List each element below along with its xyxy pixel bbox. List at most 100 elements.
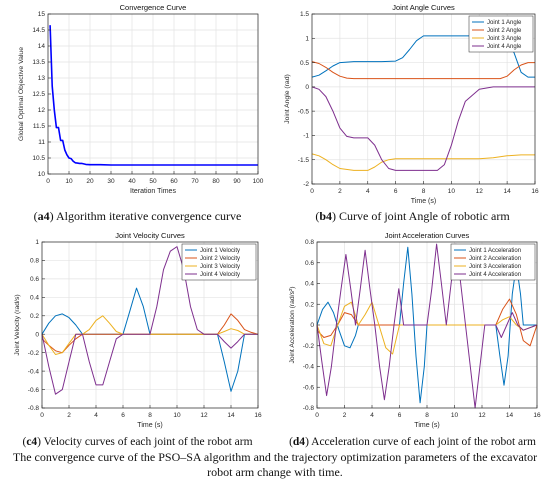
y-tick-label: 13.5: [32, 59, 45, 66]
x-axis-label: Time (s): [137, 422, 162, 429]
legend: Joint 1 Angle Joint 2 Angle Joint 3 Angle J…: [468, 15, 534, 53]
x-tick-label: 12: [478, 412, 486, 419]
x-tick-label: 2: [67, 412, 71, 419]
x-tick-label: 14: [504, 188, 512, 195]
x-tick-label: 40: [128, 178, 136, 185]
y-tick-label: -0.2: [28, 350, 40, 357]
x-tick-label: 90: [233, 178, 241, 185]
y-tick-label: 1: [35, 239, 39, 246]
x-tick-label: 20: [86, 178, 94, 185]
y-tick-label: 14: [38, 43, 46, 50]
x-tick-label: 8: [425, 412, 429, 419]
x-tick-label: 4: [366, 188, 370, 195]
caption-a4-label: a4: [37, 209, 50, 223]
caption-c4: (c4) Velocity curves of each joint of th…: [22, 436, 253, 448]
y-tick-label: 11: [38, 139, 45, 146]
legend-entry: Joint 4 Velocity: [200, 272, 240, 278]
x-tick-label: 10: [448, 188, 456, 195]
caption-c4-label: c4: [26, 436, 38, 448]
series-line-3: [316, 301, 538, 355]
chart-title: Joint Angle Curves: [392, 3, 455, 12]
chart-title: Joint Acceleration Curves: [385, 231, 470, 240]
x-tick-label: 4: [370, 412, 374, 419]
x-tick-label: 80: [212, 178, 220, 185]
caption-d4-text: Acceleration curve of each joint of the …: [308, 436, 536, 448]
legend-entry: Joint 1 Velocity: [200, 248, 240, 254]
y-tick-label: 10: [38, 171, 46, 178]
y-tick-label: -1.5: [298, 157, 310, 164]
figure-caption: The convergence curve of the PSO–SA algo…: [0, 450, 550, 480]
y-tick-label: -0.8: [28, 405, 40, 412]
y-axis-label: Joint Angle (rad): [284, 74, 291, 124]
legend: Joint 1 Velocity Joint 2 Velocity Joint 3 …: [181, 243, 257, 281]
x-tick-label: 12: [476, 188, 484, 195]
y-tick-label: 0.8: [30, 258, 39, 265]
caption-d4-label: d4: [292, 436, 306, 448]
y-axis-label: Joint Acceleration (rad/s²): [289, 286, 296, 363]
figure-caption-line1: The convergence curve of the PSO–SA algo…: [12, 450, 538, 464]
legend: Joint 1 Acceleration Joint 2 Acceleration…: [450, 243, 536, 281]
y-tick-label: 0.6: [30, 276, 39, 283]
y-tick-label: 0.4: [30, 295, 39, 302]
legend-entry: Joint 1 Angle: [487, 20, 522, 26]
y-tick-label: 0.4: [305, 281, 314, 288]
chart-panel-b4: 0 2 4 6 8 10 12 14 16 -2 -1.5 -1 -0.5 0 0.5 1 1.5 Joint A…: [275, 0, 550, 208]
x-tick-label: 10: [173, 412, 181, 419]
caption-b4: (b4) Curve of joint Angle of robotic arm: [315, 209, 510, 223]
x-tick-label: 100: [253, 178, 264, 185]
y-tick-label: 15: [38, 11, 46, 18]
x-axis-label: Time (s): [411, 198, 436, 205]
caption-a4-text: Algorithm iterative convergence curve: [53, 209, 242, 223]
chart-a4: 0 10 20 30 40 50 60 70 80 90 1001010.51111.51212.5…: [18, 3, 264, 195]
chart-c4: 0 2 4 6 8 10 12 14 16 -0.8 -0.6 -0.4 -0.2 0 0.2 0.4 0.6 0…: [14, 231, 262, 429]
x-axis-label: Iteration Times: [130, 188, 176, 195]
series-line-2: [311, 61, 535, 80]
y-tick-label: 0.2: [30, 313, 39, 320]
x-tick-label: 0: [315, 412, 319, 419]
x-tick-label: 16: [533, 412, 541, 419]
x-tick-label: 0: [46, 178, 50, 185]
x-tick-label: 50: [149, 178, 157, 185]
chart-b4: 0 2 4 6 8 10 12 14 16 -2 -1.5 -1 -0.5 0 0.5 1 1.5 Joint A…: [284, 3, 539, 205]
y-axis-label: Global Optimal Objective Value: [18, 47, 25, 141]
legend-entry: Joint 3 Acceleration: [469, 264, 521, 270]
series-line-1: [41, 287, 258, 392]
chart-panel-c4: 0 2 4 6 8 10 12 14 16 -0.8 -0.6 -0.4 -0.2 0 0.2 0.4 0.6 0…: [0, 228, 275, 436]
y-tick-label: 0: [310, 322, 314, 329]
y-tick-label: 1.5: [300, 11, 309, 18]
x-tick-label: 14: [506, 412, 514, 419]
y-tick-label: 14.5: [32, 27, 45, 34]
y-tick-label: -0.5: [298, 108, 310, 115]
legend-entry: Joint 2 Velocity: [200, 256, 240, 262]
x-tick-label: 12: [200, 412, 208, 419]
y-tick-label: 0.6: [305, 260, 314, 267]
y-tick-label: 11.5: [33, 123, 46, 130]
caption-a4: (a4) Algorithm iterative convergence cur…: [33, 209, 242, 223]
caption-b4-label: b4: [319, 209, 333, 223]
chart-d4: 0 2 4 6 8 10 12 14 16 -0.8 -0.6 -0.4 -0.2 0 0.2 0.4 0.6 0…: [289, 231, 541, 429]
y-tick-label: 0.8: [305, 239, 314, 246]
y-tick-label: 12: [38, 107, 46, 114]
x-tick-label: 6: [398, 412, 402, 419]
y-tick-label: -0.2: [303, 343, 315, 350]
x-tick-label: 8: [422, 188, 426, 195]
x-tick-label: 4: [94, 412, 98, 419]
legend-entry: Joint 3 Velocity: [200, 264, 240, 270]
x-tick-label: 0: [40, 412, 44, 419]
y-tick-label: 0: [35, 331, 39, 338]
legend-entry: Joint 1 Acceleration: [469, 248, 521, 254]
x-tick-label: 6: [121, 412, 125, 419]
chart-title: Joint Velocity Curves: [115, 231, 185, 240]
y-axis-label: Joint Velocity (rad/s): [14, 294, 21, 355]
y-tick-label: -0.6: [303, 384, 315, 391]
y-tick-label: -0.4: [28, 368, 40, 375]
y-tick-label: -1: [303, 133, 309, 140]
caption-d4: (d4) Acceleration curve of each joint of…: [289, 436, 536, 448]
legend-entry: Joint 2 Acceleration: [469, 256, 521, 262]
y-tick-label: 0.2: [305, 301, 314, 308]
x-tick-label: 60: [170, 178, 178, 185]
legend-entry: Joint 2 Angle: [487, 28, 522, 34]
series-line-4: [311, 86, 535, 171]
y-tick-label: 0.5: [300, 60, 309, 67]
x-axis-label: Time (s): [414, 422, 439, 429]
